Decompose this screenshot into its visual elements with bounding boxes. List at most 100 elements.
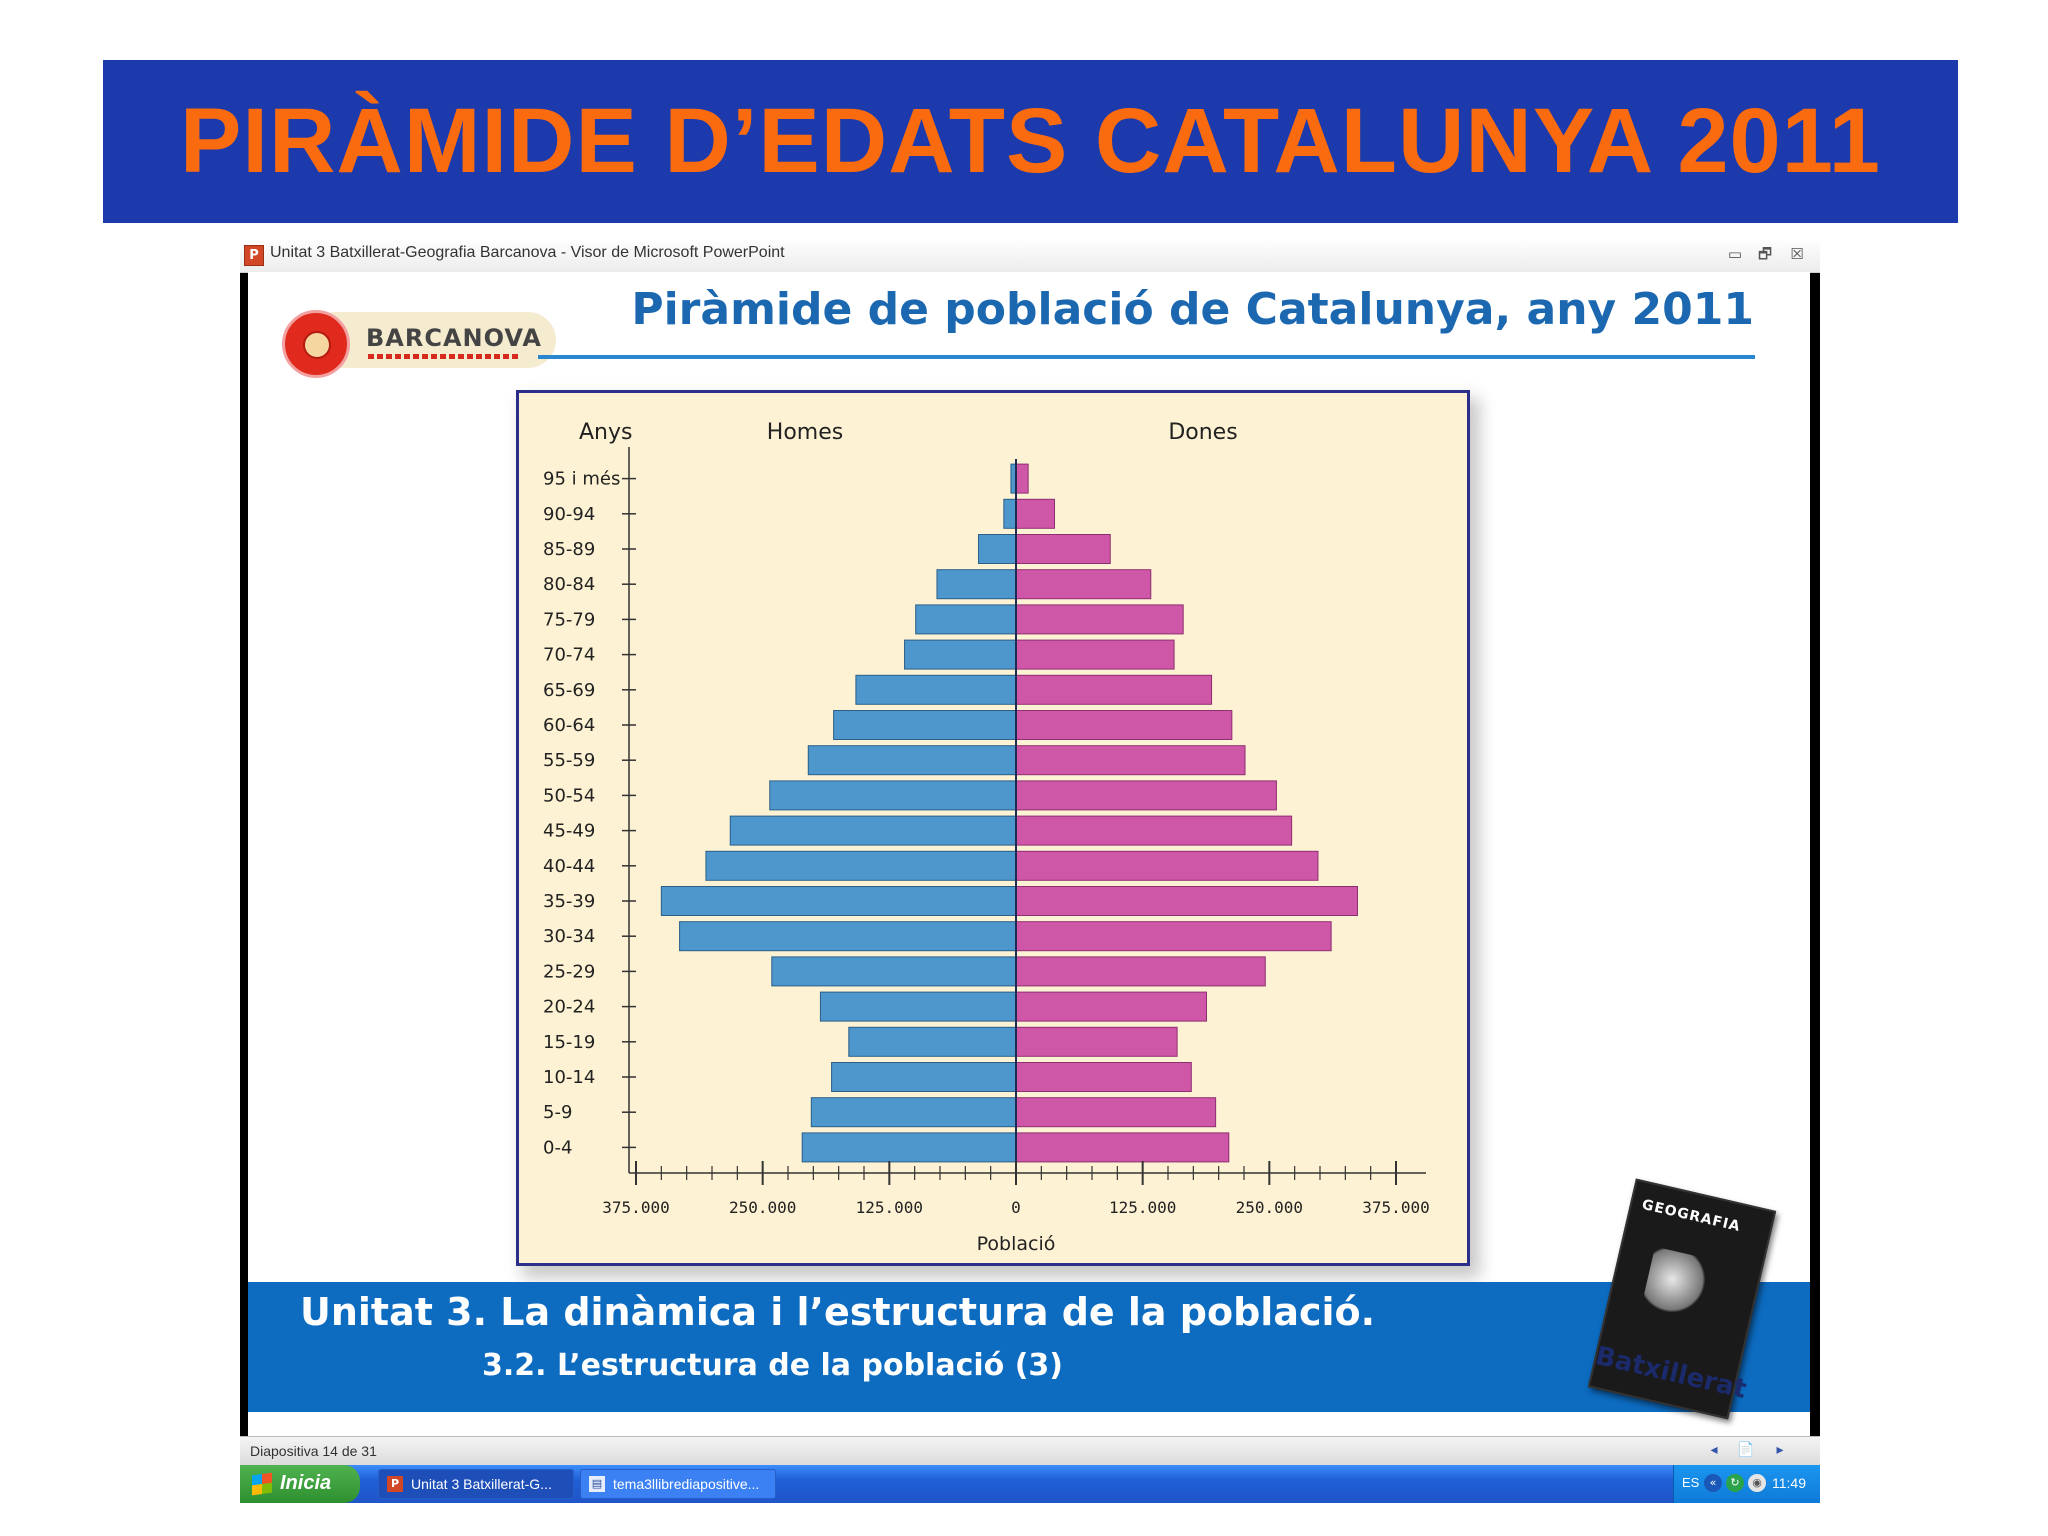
windows-logo-icon <box>252 1472 272 1496</box>
notes-icon[interactable]: 📄 <box>1737 1442 1755 1458</box>
bar-dones-13 <box>1015 921 1332 952</box>
tray-clock: 11:49 <box>1772 1475 1806 1491</box>
age-label-14: 25-29 <box>543 961 595 982</box>
minimize-button[interactable]: ▭ <box>1727 245 1743 263</box>
age-label-19: 0-4 <box>543 1137 572 1158</box>
close-button[interactable]: ☒ <box>1790 245 1804 263</box>
system-tray: ES « ↻ ◉ 11:49 <box>1673 1465 1820 1503</box>
bar-homes-8 <box>807 745 1017 776</box>
tray-status-icon[interactable]: ◉ <box>1748 1474 1766 1492</box>
age-label-15: 20-24 <box>543 997 595 1018</box>
book-title: GEOGRAFIA <box>1640 1196 1743 1236</box>
bar-dones-17 <box>1015 1062 1192 1092</box>
bar-dones-2 <box>1015 534 1111 564</box>
bar-dones-7 <box>1015 710 1233 740</box>
bar-dones-8 <box>1015 745 1246 776</box>
bar-dones-11 <box>1015 850 1319 881</box>
age-label-1: 90-94 <box>543 504 595 525</box>
bar-dones-12 <box>1015 886 1358 916</box>
powerpoint-icon: P <box>244 245 264 266</box>
x-tick-label-2: 125.000 <box>856 1198 923 1217</box>
bar-homes-6 <box>855 674 1017 705</box>
age-label-3: 80-84 <box>543 574 595 595</box>
language-indicator[interactable]: ES <box>1682 1475 1700 1490</box>
bar-homes-7 <box>833 710 1017 740</box>
viewer-statusbar: Diapositiva 14 de 31 ◂ 📄 ▸ <box>240 1436 1820 1465</box>
unit-title: Unitat 3. La dinàmica i l’estructura de … <box>300 1290 1376 1334</box>
bar-homes-17 <box>831 1062 1017 1092</box>
window-title: Unitat 3 Batxillerat-Geografia Barcanova… <box>270 244 785 261</box>
taskbar-item-powerpoint[interactable]: P Unitat 3 Batxillerat-G... <box>378 1469 574 1499</box>
age-label-8: 55-59 <box>543 750 595 771</box>
windows-taskbar: Inicia P Unitat 3 Batxillerat-G... ▤ tem… <box>240 1465 1820 1503</box>
tray-network-icon[interactable]: ↻ <box>1726 1474 1744 1492</box>
x-tick-labels: 375.000 250.000 125.000 0 125.000 250.000 375.… <box>602 1198 1429 1217</box>
bar-dones-10 <box>1015 815 1293 846</box>
bar-dones-15 <box>1015 991 1208 1022</box>
taskbar-item-document[interactable]: ▤ tema3llibrediapositive... <box>580 1469 776 1499</box>
bar-dones-19 <box>1015 1132 1230 1163</box>
bar-homes-10 <box>729 815 1017 846</box>
logo-badge-center <box>303 331 331 359</box>
logo-badge-icon <box>282 310 350 378</box>
bar-homes-12 <box>660 886 1017 916</box>
pyramid-svg: Anys Homes Dones 95 i més 90-94 85-89 80-84… <box>543 420 1430 1255</box>
bar-dones-6 <box>1015 674 1213 705</box>
barcanova-logo: BARCANOVA <box>278 304 558 378</box>
bar-homes-4 <box>915 604 1017 635</box>
slide-canvas[interactable]: BARCANOVA Piràmide de població de Catalu… <box>248 272 1810 1436</box>
powerpoint-viewer-window: P Unitat 3 Batxillerat-Geografia Barcano… <box>240 238 1820 1503</box>
legend-homes: Homes <box>767 420 843 445</box>
x-tick-label-4: 125.000 <box>1109 1198 1176 1217</box>
task-label: Unitat 3 Batxillerat-G... <box>411 1476 552 1492</box>
bar-homes-5 <box>904 639 1017 670</box>
age-labels: 95 i més 90-94 85-89 80-84 75-79 70-74 65-69 60… <box>543 469 620 1159</box>
next-slide-icon[interactable]: ▸ <box>1776 1442 1784 1458</box>
restore-button[interactable]: 🗗 <box>1757 245 1773 263</box>
x-tick-label-1: 250.000 <box>729 1198 796 1217</box>
x-axis-title: Població <box>977 1233 1056 1255</box>
age-label-11: 40-44 <box>543 856 595 877</box>
unit-footer-band: Unitat 3. La dinàmica i l’estructura de … <box>248 1282 1810 1412</box>
book-cover-image <box>1639 1246 1714 1329</box>
bar-dones-4 <box>1015 604 1184 635</box>
age-label-13: 30-34 <box>543 926 595 947</box>
bar-homes-2 <box>978 534 1017 564</box>
age-label-7: 60-64 <box>543 715 595 736</box>
y-axis-header: Anys <box>579 420 632 445</box>
x-tick-label-0: 375.000 <box>602 1198 669 1217</box>
powerpoint-task-icon: P <box>387 1476 403 1492</box>
x-tick-label-5: 250.000 <box>1236 1198 1303 1217</box>
age-label-0: 95 i més <box>543 469 620 490</box>
bar-dones-1 <box>1015 498 1056 529</box>
bar-dones-0 <box>1015 463 1029 494</box>
bar-homes-1 <box>1003 498 1017 529</box>
x-tick-label-3: 0 <box>1011 1198 1021 1217</box>
age-label-6: 65-69 <box>543 680 595 701</box>
bar-homes-13 <box>679 921 1017 952</box>
bar-dones-14 <box>1015 956 1266 987</box>
age-label-18: 5-9 <box>543 1102 572 1123</box>
start-button[interactable]: Inicia <box>240 1465 360 1503</box>
previous-slide-icon[interactable]: ◂ <box>1710 1442 1718 1458</box>
task-label: tema3llibrediapositive... <box>613 1476 760 1492</box>
bar-dones-16 <box>1015 1026 1178 1057</box>
logo-text: BARCANOVA <box>366 324 542 352</box>
bar-homes-18 <box>810 1097 1017 1128</box>
age-label-10: 45-49 <box>543 821 595 842</box>
document-task-icon: ▤ <box>589 1476 605 1492</box>
age-label-5: 70-74 <box>543 645 595 666</box>
bar-homes-9 <box>769 780 1017 811</box>
slide-counter: Diapositiva 14 de 31 <box>250 1443 377 1459</box>
population-pyramid-chart: Anys Homes Dones 95 i més 90-94 85-89 80-84… <box>516 390 1470 1266</box>
unit-subtitle: 3.2. L’estructura de la població (3) <box>482 1348 1064 1383</box>
bar-dones-9 <box>1015 780 1277 811</box>
age-label-17: 10-14 <box>543 1067 595 1088</box>
tray-expand-icon[interactable]: « <box>1704 1474 1722 1492</box>
page-title: PIRÀMIDE D’EDATS CATALUNYA 2011 <box>180 90 1881 192</box>
slide-title: Piràmide de població de Catalunya, any 2… <box>631 284 1754 335</box>
window-titlebar[interactable]: P Unitat 3 Batxillerat-Geografia Barcano… <box>240 238 1820 273</box>
bar-dones-3 <box>1015 569 1152 600</box>
age-label-4: 75-79 <box>543 609 595 630</box>
bar-homes-14 <box>771 956 1017 987</box>
